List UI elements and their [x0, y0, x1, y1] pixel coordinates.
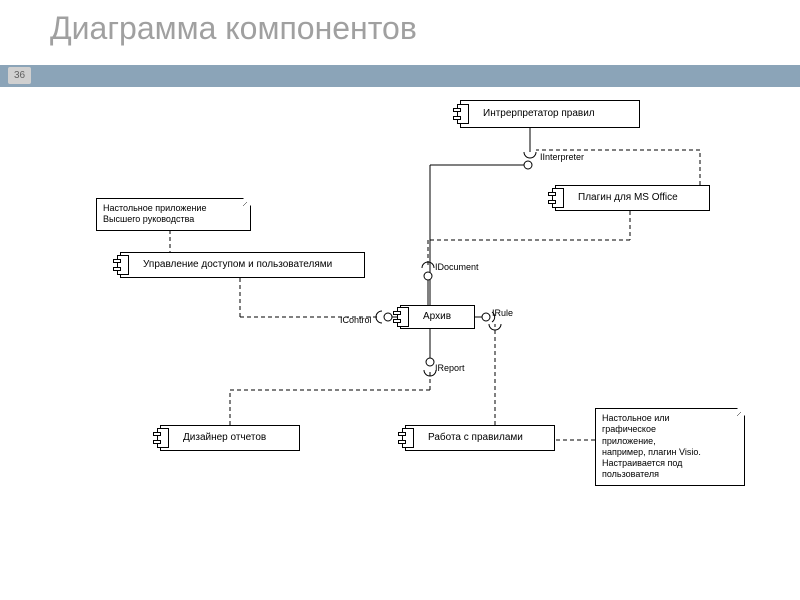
slide-number-badge: 36 [8, 67, 31, 84]
diagram-canvas: Интрерпретатор правил Плагин для MS Offi… [0, 90, 800, 600]
note-graphics-app: Настольное илиграфическоеприложение,напр… [595, 408, 745, 486]
connectors [0, 90, 800, 600]
note-desktop-app: Настольное приложениеВысшего руководства [96, 198, 251, 231]
component-access: Управление доступом и пользователями [120, 252, 365, 278]
component-label: Архив [423, 311, 451, 323]
component-label: Интрерпретатор правил [483, 108, 595, 120]
iface-ireport: IReport [435, 363, 465, 373]
iface-iinterpreter: IInterpreter [540, 152, 584, 162]
header-bar [0, 65, 800, 87]
component-interpreter: Интрерпретатор правил [460, 100, 640, 128]
iface-icontrol: IControl [340, 315, 372, 325]
component-icon [113, 255, 129, 275]
note-text: Настольное приложениеВысшего руководства [103, 203, 206, 224]
page-title: Диаграмма компонентов [0, 0, 800, 47]
component-label: Плагин для MS Office [578, 192, 678, 204]
note-text: Настольное илиграфическоеприложение,напр… [602, 413, 701, 479]
component-icon [548, 188, 564, 208]
iface-idocument: IDocument [435, 262, 479, 272]
component-label: Управление доступом и пользователями [143, 259, 332, 271]
component-icon [453, 104, 469, 124]
component-archive: Архив [400, 305, 475, 329]
component-plugin: Плагин для MS Office [555, 185, 710, 211]
component-rules: Работа с правилами [405, 425, 555, 451]
component-icon [398, 428, 414, 448]
component-label: Дизайнер отчетов [183, 432, 266, 444]
component-label: Работа с правилами [428, 432, 523, 444]
component-designer: Дизайнер отчетов [160, 425, 300, 451]
component-icon [393, 307, 409, 327]
component-icon [153, 428, 169, 448]
iface-irule: IRule [492, 308, 513, 318]
